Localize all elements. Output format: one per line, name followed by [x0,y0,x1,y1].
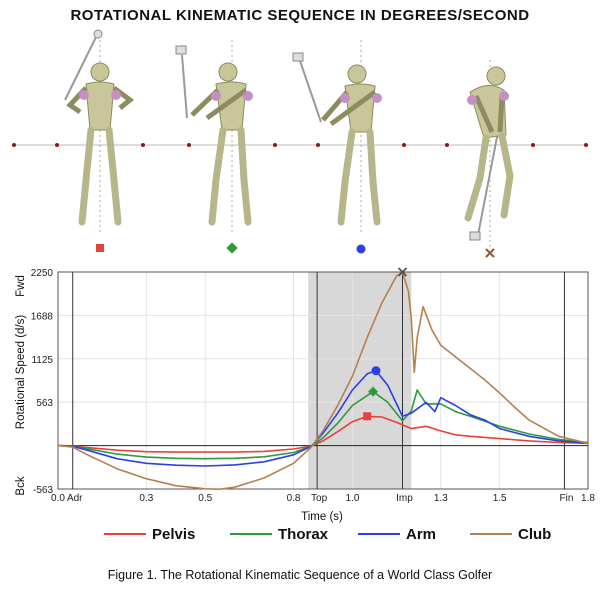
legend-label: Arm [406,526,436,543]
golfer-illustrations [12,29,588,258]
y-tick-labels: 2250 1688 1125 563 -563 [31,268,54,496]
event-lines [72,272,565,489]
legend-item-thorax: Thorax [230,526,329,543]
y-tick-label: 1688 [31,311,54,322]
legend-label: Pelvis [152,526,195,543]
event-label-imp: Imp [396,493,413,504]
y-axis-label: Rotational Speed (d/s) [15,315,27,430]
golfer-figure-3 [292,40,382,232]
golfer-figure-2 [175,40,253,232]
legend-item-pelvis: Pelvis [104,526,195,543]
shaded-downswing-region [308,272,412,489]
series-layer [57,267,589,490]
x-tick-label: 1.3 [434,493,448,504]
body-markers [12,143,588,147]
x-tick-label: 1.0 [345,493,359,504]
x-tick-labels: 0.0 0.3 0.5 0.8 1.0 1.3 1.5 1.8 Adr Top Imp Fin [51,493,595,504]
series-line-arm [57,369,589,467]
peak-marker-pelvis [363,412,372,421]
club-marker-icon [485,248,495,258]
plot-frame [57,271,589,490]
y-axis-bck-label: Bck [15,476,27,495]
plot-area: 0.0 0.3 0.5 0.8 1.0 1.3 1.5 1.8 Adr Top Imp Fin 225… [31,267,595,504]
y-tick-label: 1125 [31,355,53,366]
chart-title: ROTATIONAL KINEMATIC SEQUENCE IN DEGREES… [70,7,530,24]
legend-item-club: Club [470,526,551,543]
pelvis-marker-icon [96,244,104,252]
legend-label: Club [518,526,551,543]
peak-marker-club [397,267,408,277]
x-tick-label: 0.3 [139,493,153,504]
event-label-top: Top [311,493,328,504]
figure-caption: Figure 1. The Rotational Kinematic Seque… [107,568,493,582]
golfer-figure-4 [464,60,514,250]
event-label-adr: Adr [67,493,83,504]
y-tick-label: 2250 [31,268,54,279]
x-tick-label: 1.8 [581,493,595,504]
legend: Pelvis Thorax Arm Club [104,526,551,543]
series-line-club [57,271,589,490]
arm-marker-icon [356,244,366,254]
x-tick-label: 0.0 [51,493,65,504]
y-axis-fwd-label: Fwd [15,275,27,297]
x-tick-label: 0.5 [198,493,212,504]
thorax-marker-icon [226,242,238,254]
legend-item-arm: Arm [358,526,436,543]
series-line-thorax [57,389,589,460]
y-tick-label: 563 [36,398,53,409]
peak-marker-thorax [368,386,379,397]
y-tick-label: -563 [33,485,53,496]
series-line-pelvis [57,415,589,453]
x-tick-label: 1.5 [493,493,507,504]
event-label-fin: Fin [559,493,573,504]
x-tick-label: 0.8 [287,493,301,504]
x-axis-label: Time (s) [301,511,343,523]
legend-label: Thorax [278,526,329,543]
golfer-figure-1 [64,29,135,232]
peak-marker-arm [371,366,381,376]
